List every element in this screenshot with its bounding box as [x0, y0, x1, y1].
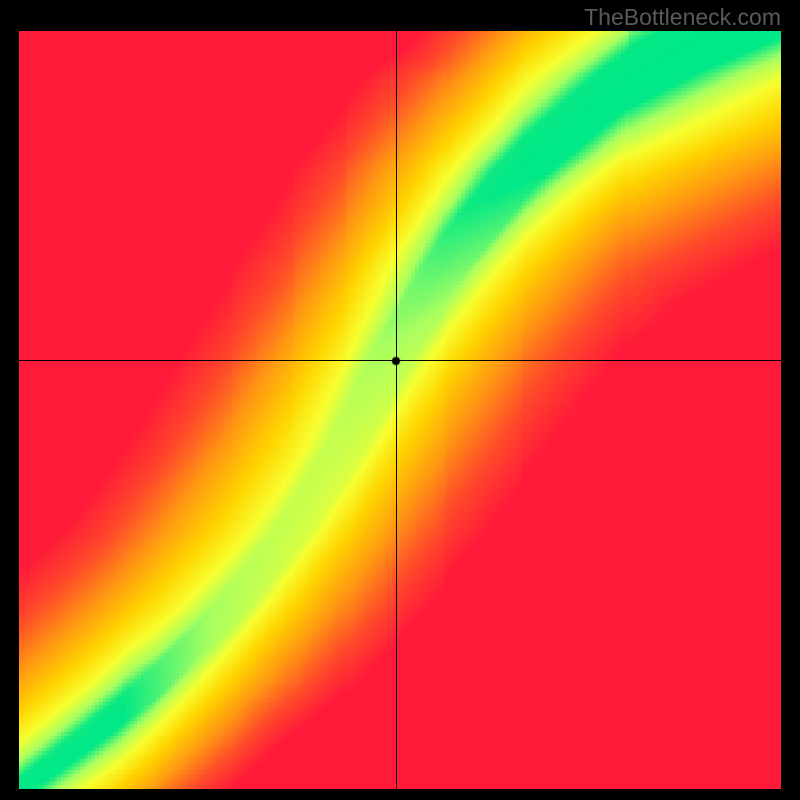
bottleneck-heatmap — [19, 31, 781, 789]
chart-container: TheBottleneck.com — [0, 0, 800, 800]
crosshair-dot — [391, 356, 401, 366]
crosshair-vertical — [396, 31, 397, 789]
watermark-text: TheBottleneck.com — [584, 4, 781, 31]
